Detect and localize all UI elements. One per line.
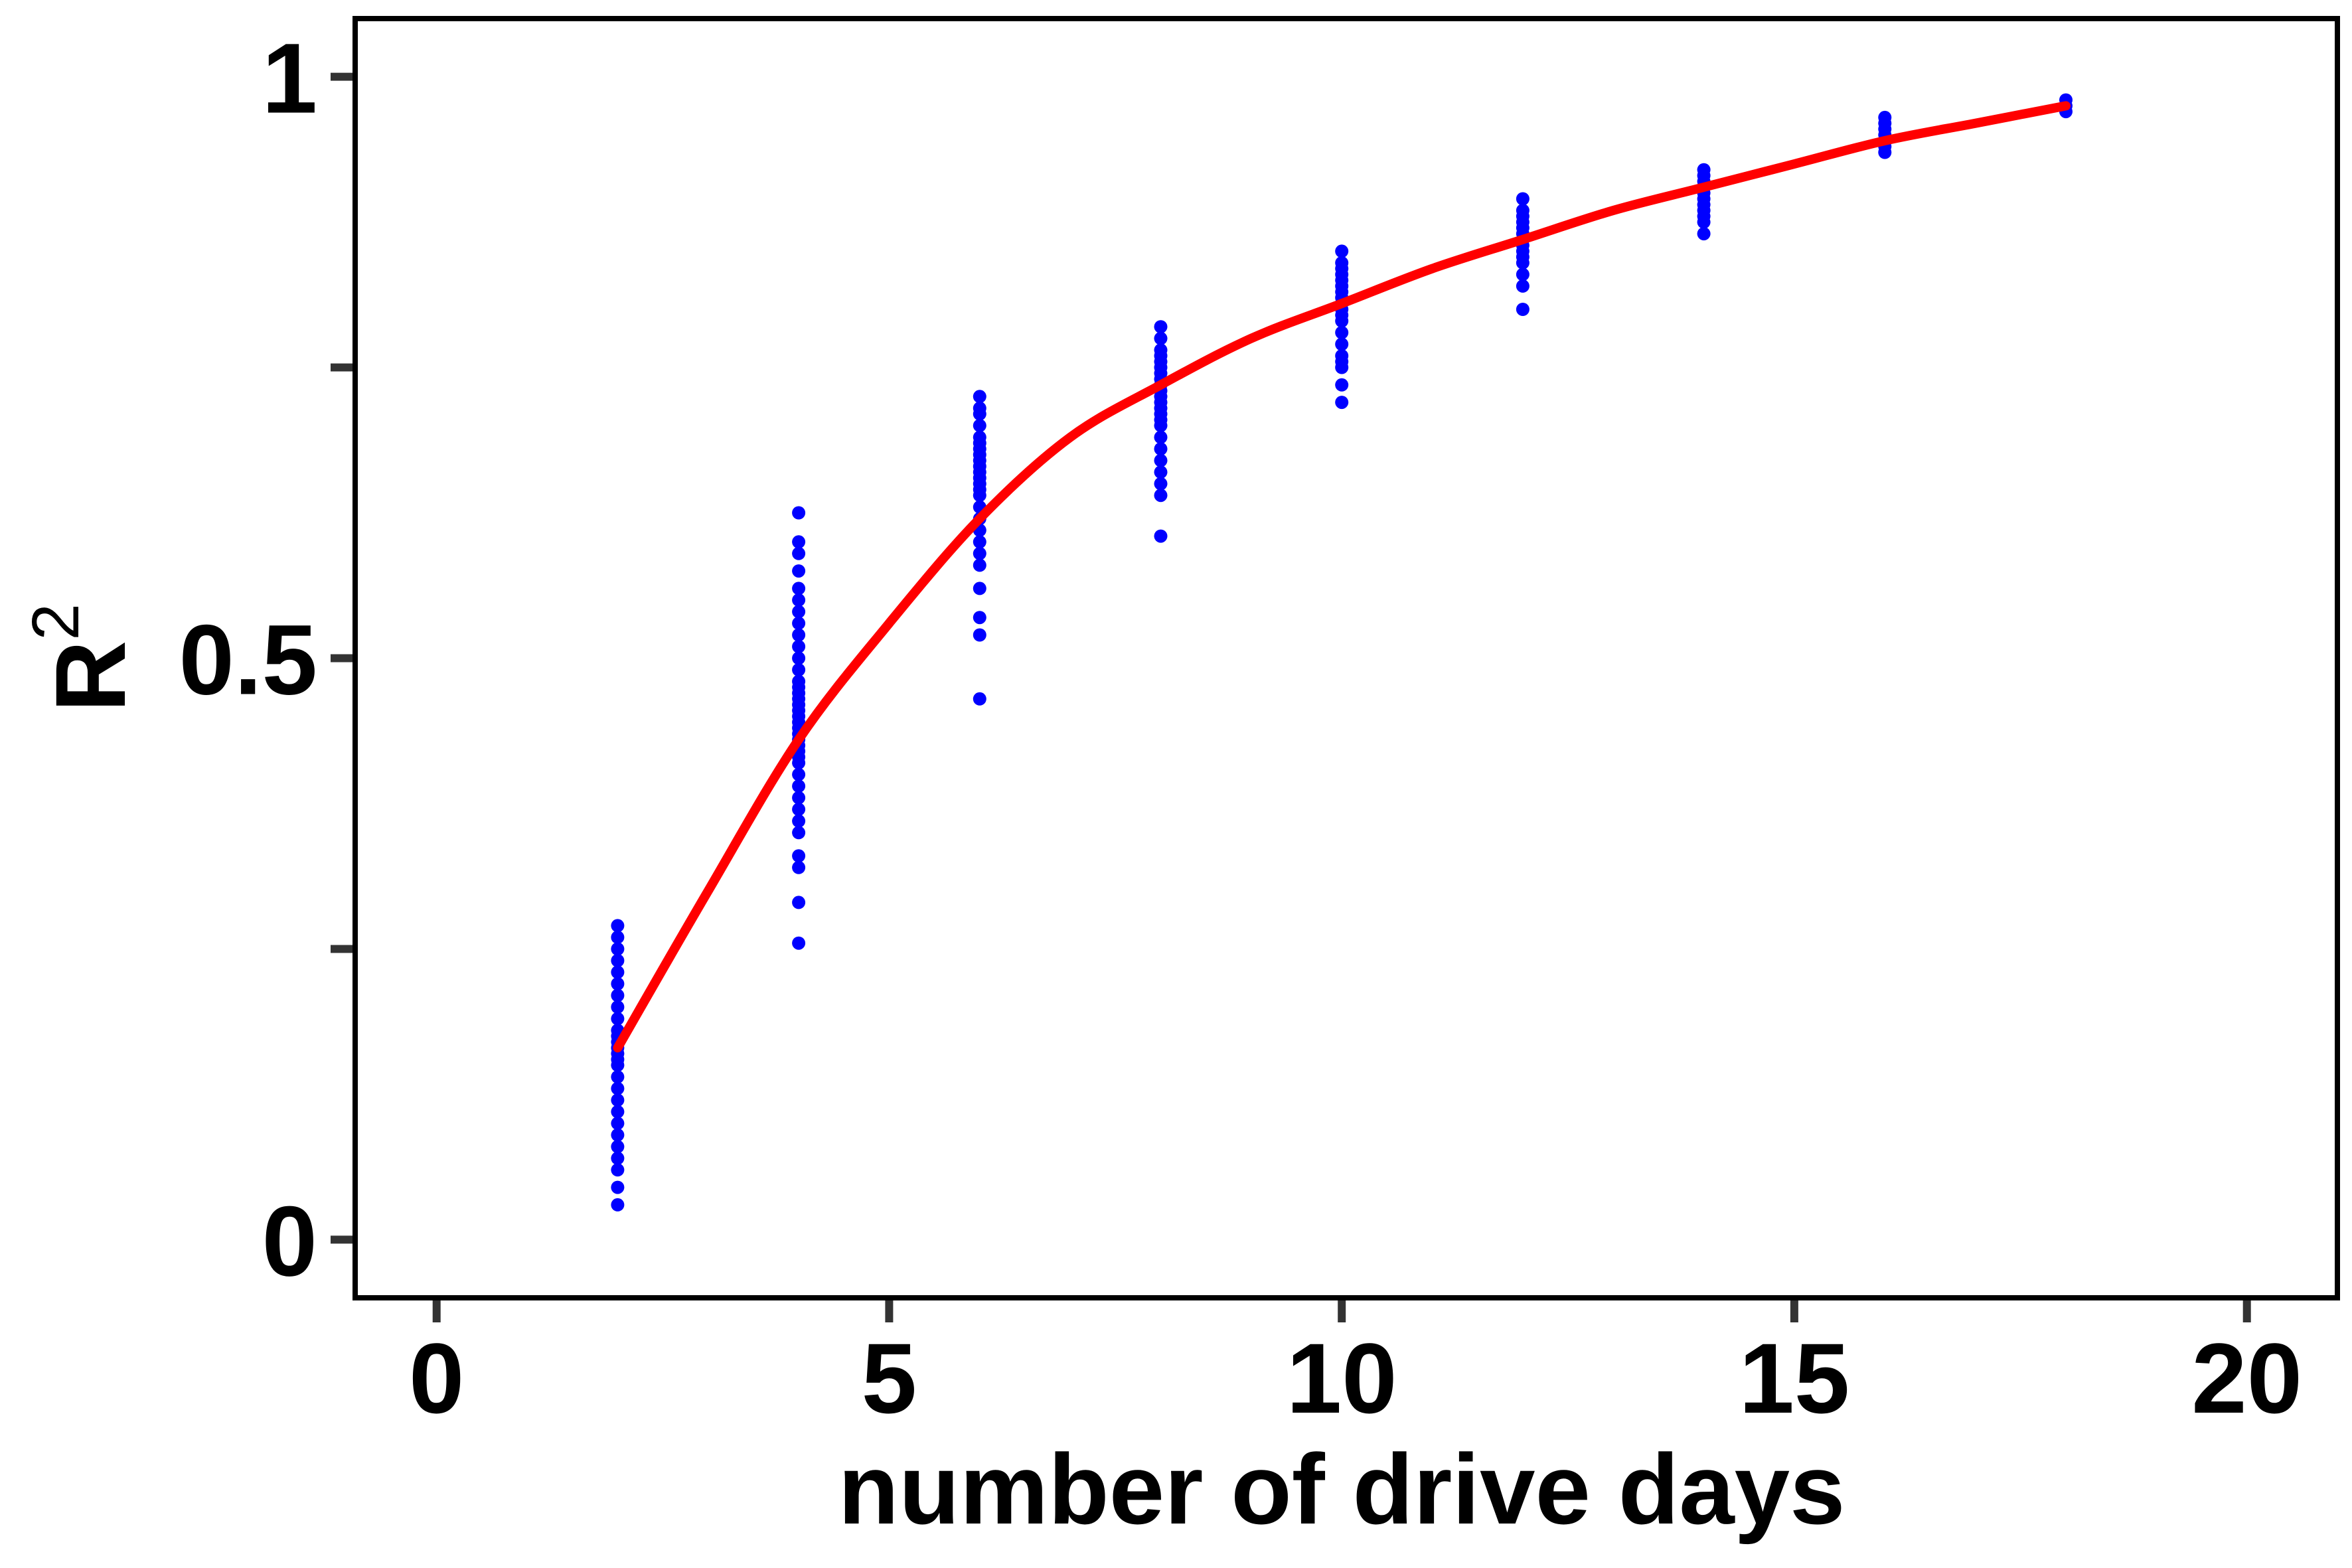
y-axis-title-base: R — [35, 641, 146, 712]
x-tick-label: 20 — [2191, 1322, 2302, 1434]
plot-frame — [353, 16, 2340, 1300]
data-point — [611, 1140, 625, 1154]
data-point — [611, 988, 625, 1002]
data-point — [1335, 349, 1349, 362]
data-point — [792, 506, 806, 520]
data-point — [973, 401, 986, 415]
x-tick-label: 0 — [409, 1322, 464, 1434]
data-point — [611, 1198, 625, 1212]
x-tick-label: 15 — [1739, 1322, 1849, 1434]
y-axis-title: R2 — [19, 603, 146, 712]
x-axis-title: number of drive days — [838, 1433, 1845, 1545]
data-point — [611, 1012, 625, 1026]
fit-curve — [613, 101, 2071, 1053]
data-point — [611, 1180, 625, 1194]
data-point — [1154, 442, 1168, 456]
data-point — [611, 1081, 625, 1095]
y-tick-label: 1 — [262, 23, 317, 134]
data-point — [792, 936, 806, 950]
data-point — [611, 977, 625, 990]
data-point — [611, 930, 625, 944]
data-point — [973, 430, 986, 444]
data-point — [1697, 227, 1711, 241]
data-point — [1154, 453, 1168, 467]
data-point — [1154, 430, 1168, 444]
data-point — [973, 390, 986, 404]
data-point — [792, 826, 806, 840]
data-point — [1516, 192, 1529, 206]
data-point — [1516, 303, 1529, 316]
data-point — [611, 1117, 625, 1131]
data-point — [792, 582, 806, 595]
data-point — [792, 767, 806, 781]
data-point — [973, 535, 986, 549]
x-tick-label: 5 — [862, 1322, 917, 1434]
data-point — [1154, 529, 1168, 543]
axis-ticks: 0 5 10 15 20 0 0.5 1 — [179, 23, 2302, 1434]
data-point — [611, 1105, 625, 1119]
data-point — [973, 692, 986, 706]
data-point — [1516, 204, 1529, 217]
data-point — [1335, 337, 1349, 351]
data-point — [792, 896, 806, 909]
data-point — [792, 616, 806, 630]
fit-curve-layer — [613, 101, 2071, 1053]
data-point — [1878, 110, 1892, 124]
data-point — [1154, 465, 1168, 479]
data-point — [792, 849, 806, 863]
data-point — [973, 582, 986, 595]
data-point — [611, 942, 625, 956]
data-point — [792, 535, 806, 549]
data-point — [1154, 343, 1168, 357]
data-point — [973, 558, 986, 572]
data-point — [611, 965, 625, 979]
data-point — [611, 954, 625, 967]
data-point — [792, 779, 806, 793]
data-point — [792, 546, 806, 560]
data-point — [792, 803, 806, 817]
data-point — [1516, 268, 1529, 281]
data-point — [611, 919, 625, 933]
data-point — [792, 651, 806, 665]
data-point — [1335, 396, 1349, 410]
y-tick-label: 0.5 — [179, 604, 317, 716]
data-point — [1335, 326, 1349, 339]
data-point — [792, 605, 806, 619]
data-point — [611, 1128, 625, 1142]
data-point — [611, 1163, 625, 1177]
data-point — [792, 628, 806, 642]
data-point — [1335, 244, 1349, 258]
data-point — [792, 814, 806, 828]
data-point — [611, 1093, 625, 1107]
svg-text:R2: R2 — [19, 603, 146, 712]
y-tick-label: 0 — [262, 1185, 317, 1296]
y-axis-title-superscript: 2 — [19, 603, 93, 641]
data-point — [1335, 378, 1349, 392]
data-point — [611, 1000, 625, 1014]
data-point — [792, 663, 806, 676]
data-point — [1154, 489, 1168, 503]
data-point — [611, 1070, 625, 1084]
data-point — [792, 640, 806, 653]
data-point — [1697, 163, 1711, 177]
data-point — [1154, 331, 1168, 345]
data-point — [792, 674, 806, 688]
x-tick-label: 10 — [1287, 1322, 1397, 1434]
data-point — [792, 564, 806, 578]
data-point — [1335, 256, 1349, 270]
data-point — [973, 611, 986, 625]
data-point — [973, 419, 986, 433]
data-point — [1516, 279, 1529, 293]
data-point — [973, 546, 986, 560]
data-point — [792, 593, 806, 607]
data-point — [973, 628, 986, 642]
data-point — [792, 860, 806, 874]
data-point — [1154, 320, 1168, 334]
data-point — [611, 1151, 625, 1165]
data-point — [792, 791, 806, 805]
data-point — [1154, 477, 1168, 491]
